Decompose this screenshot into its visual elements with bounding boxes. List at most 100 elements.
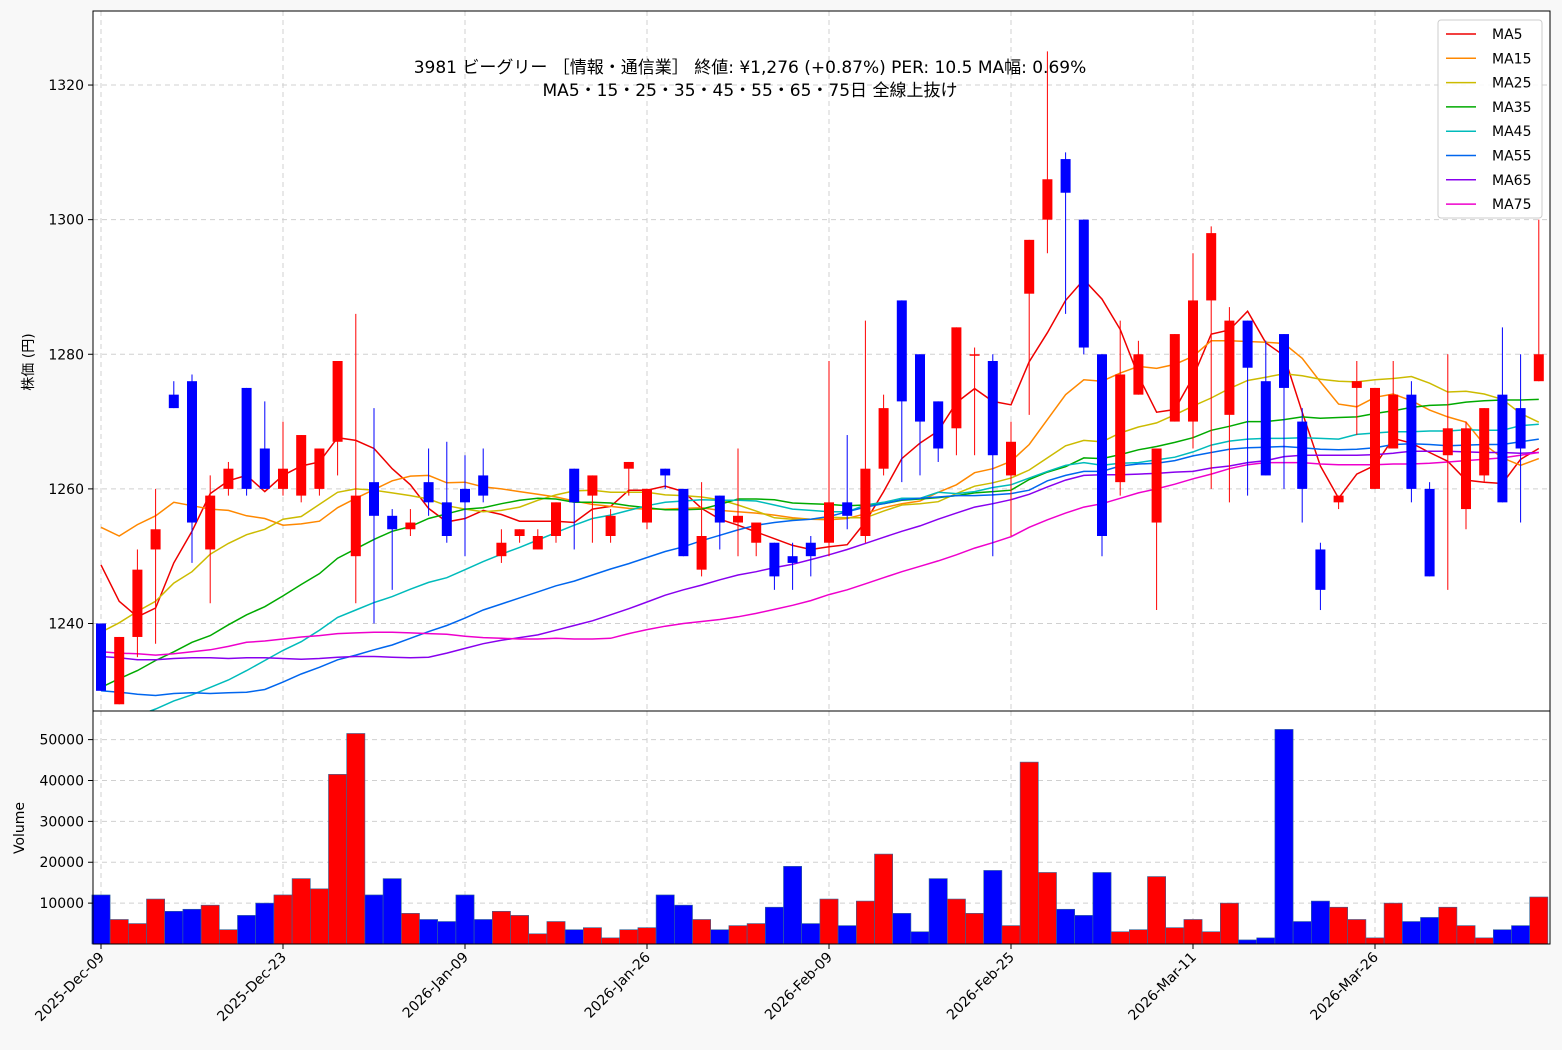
volume-bar — [309, 888, 329, 945]
volume-bar — [200, 904, 220, 945]
volume-bar — [382, 878, 402, 945]
volume-bar — [1438, 906, 1458, 945]
candle-body — [1497, 394, 1508, 503]
volume-bar — [619, 929, 639, 945]
volume-y-axis: 10000 20000 30000 40000 50000 — [39, 733, 93, 912]
volume-bar — [1092, 872, 1112, 945]
volume-grid — [93, 711, 1550, 944]
candle-body — [824, 502, 834, 543]
volume-bar — [1474, 937, 1494, 945]
candle-body — [1388, 394, 1399, 449]
volume-bar — [1147, 876, 1167, 945]
candle-body — [314, 448, 325, 489]
candle-body — [423, 482, 434, 503]
volume-bar — [874, 853, 894, 945]
volume-bar — [419, 919, 439, 945]
candle-body — [1279, 334, 1289, 388]
candle-body — [587, 475, 598, 496]
chart-subtitle: MA5・15・25・35・45・55・65・75日 全線上抜け — [543, 81, 958, 101]
volume-bar — [146, 898, 166, 945]
candle-body — [441, 502, 452, 536]
legend: MA5 MA15 MA25 MA35 MA45 MA55 MA65 MA75 — [1437, 19, 1543, 219]
candle-body — [860, 468, 871, 536]
candle-body — [714, 495, 725, 523]
candle-body — [1115, 374, 1126, 483]
candle-body — [223, 468, 234, 489]
volume-bar — [746, 923, 766, 945]
volume-bar — [346, 733, 366, 945]
price-y-axis: 1240 1260 1280 1300 1320 — [48, 78, 93, 633]
candle-body — [132, 569, 143, 637]
candle-body — [332, 361, 343, 442]
volume-bar — [801, 923, 821, 945]
volume-bar — [564, 929, 584, 945]
volume-bar — [1183, 919, 1203, 945]
volume-bar — [1220, 902, 1239, 945]
candle-body — [387, 515, 398, 530]
legend-label: MA35 — [1492, 100, 1531, 116]
volume-bar — [91, 894, 111, 945]
volume-y-tick-label: 50000 — [39, 733, 84, 749]
candle-body — [278, 468, 288, 489]
price-y-axis-label: 株価 (円) — [21, 333, 37, 390]
candle-body — [1206, 233, 1217, 301]
volume-bar — [1001, 925, 1021, 945]
volume-bar — [601, 937, 621, 945]
volume-bar — [1274, 729, 1294, 945]
candle-body — [1333, 495, 1344, 503]
candle-body — [460, 488, 470, 503]
volume-bar — [692, 919, 712, 945]
candle-body — [1006, 441, 1016, 476]
volume-bar — [855, 900, 875, 945]
volume-bar — [1292, 921, 1312, 945]
candle-body — [478, 475, 489, 496]
volume-bar — [1511, 925, 1531, 945]
candle-body — [496, 542, 507, 557]
candle-body — [350, 495, 361, 557]
candle-body — [168, 394, 179, 409]
candle-body — [733, 515, 743, 523]
price-y-tick-label: 1260 — [48, 482, 84, 498]
volume-bar — [1056, 908, 1076, 945]
candle-body — [1442, 428, 1453, 456]
candle-body — [1533, 354, 1544, 382]
volume-bar — [1420, 917, 1440, 945]
candle-body — [951, 327, 962, 429]
volume-bar — [437, 921, 457, 945]
volume-bar — [837, 925, 857, 945]
volume-bar — [637, 927, 657, 945]
volume-bar — [1038, 872, 1057, 945]
volume-bar — [1529, 896, 1549, 945]
volume-bar — [1365, 937, 1385, 945]
volume-panel-frame — [92, 710, 1551, 945]
candle-body — [1060, 159, 1071, 193]
candle-body — [1461, 428, 1471, 510]
volume-y-tick-label: 20000 — [39, 855, 84, 871]
candle-body — [678, 488, 689, 557]
candle-body — [642, 488, 652, 523]
legend-label: MA55 — [1492, 149, 1531, 165]
candle-body — [205, 495, 216, 550]
candle-body — [696, 536, 707, 570]
volume-bar — [764, 906, 784, 945]
volume-bar — [219, 929, 238, 945]
volume-bar — [164, 910, 184, 945]
candle-body — [751, 522, 762, 543]
volume-bar — [946, 898, 966, 945]
volume-bar — [364, 894, 384, 945]
legend-label: MA25 — [1492, 76, 1531, 92]
volume-bar — [528, 933, 548, 945]
candle-body — [1370, 387, 1380, 489]
volume-bars — [91, 729, 1549, 945]
candle-body — [769, 542, 780, 577]
candle-body — [532, 536, 543, 550]
volume-bar — [728, 925, 748, 945]
volume-bar — [510, 915, 530, 945]
volume-bar — [783, 866, 803, 945]
candle-body — [1042, 179, 1053, 220]
volume-bar — [1329, 906, 1349, 945]
candle-body — [1242, 320, 1253, 368]
volume-bar — [128, 923, 147, 945]
candle-body — [878, 408, 889, 469]
ma-line-ma35 — [100, 398, 1539, 689]
